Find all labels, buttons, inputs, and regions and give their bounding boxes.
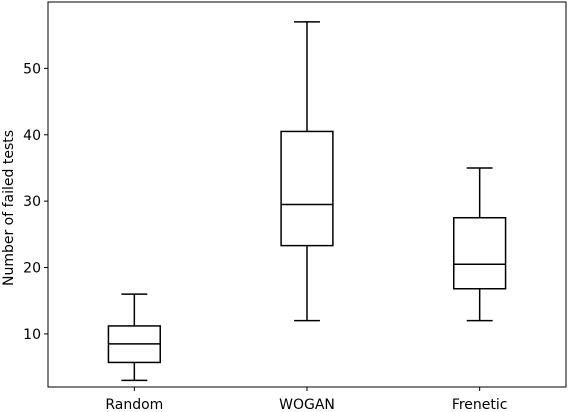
x-axis: Random WOGAN Frenetic: [105, 387, 508, 412]
y-tick-label: 40: [23, 128, 41, 144]
box-frenetic: [453, 167, 507, 322]
x-tick-label: WOGAN: [279, 397, 335, 412]
y-axis-label: Number of failed tests: [1, 130, 17, 286]
y-axis: 10 20 30 40 50: [23, 61, 48, 343]
iqr-box: [280, 130, 334, 247]
box-random: [107, 293, 161, 382]
y-tick-label: 30: [23, 194, 41, 210]
plot-area: [47, 1, 567, 388]
y-tick-label: 50: [23, 61, 41, 77]
x-tick-label: Frenetic: [452, 397, 508, 412]
y-tick-label: 10: [23, 327, 41, 343]
x-tick-label: Random: [105, 397, 163, 412]
iqr-box: [453, 216, 507, 290]
y-tick-label: 20: [23, 261, 41, 277]
box-wogan: [280, 21, 334, 322]
